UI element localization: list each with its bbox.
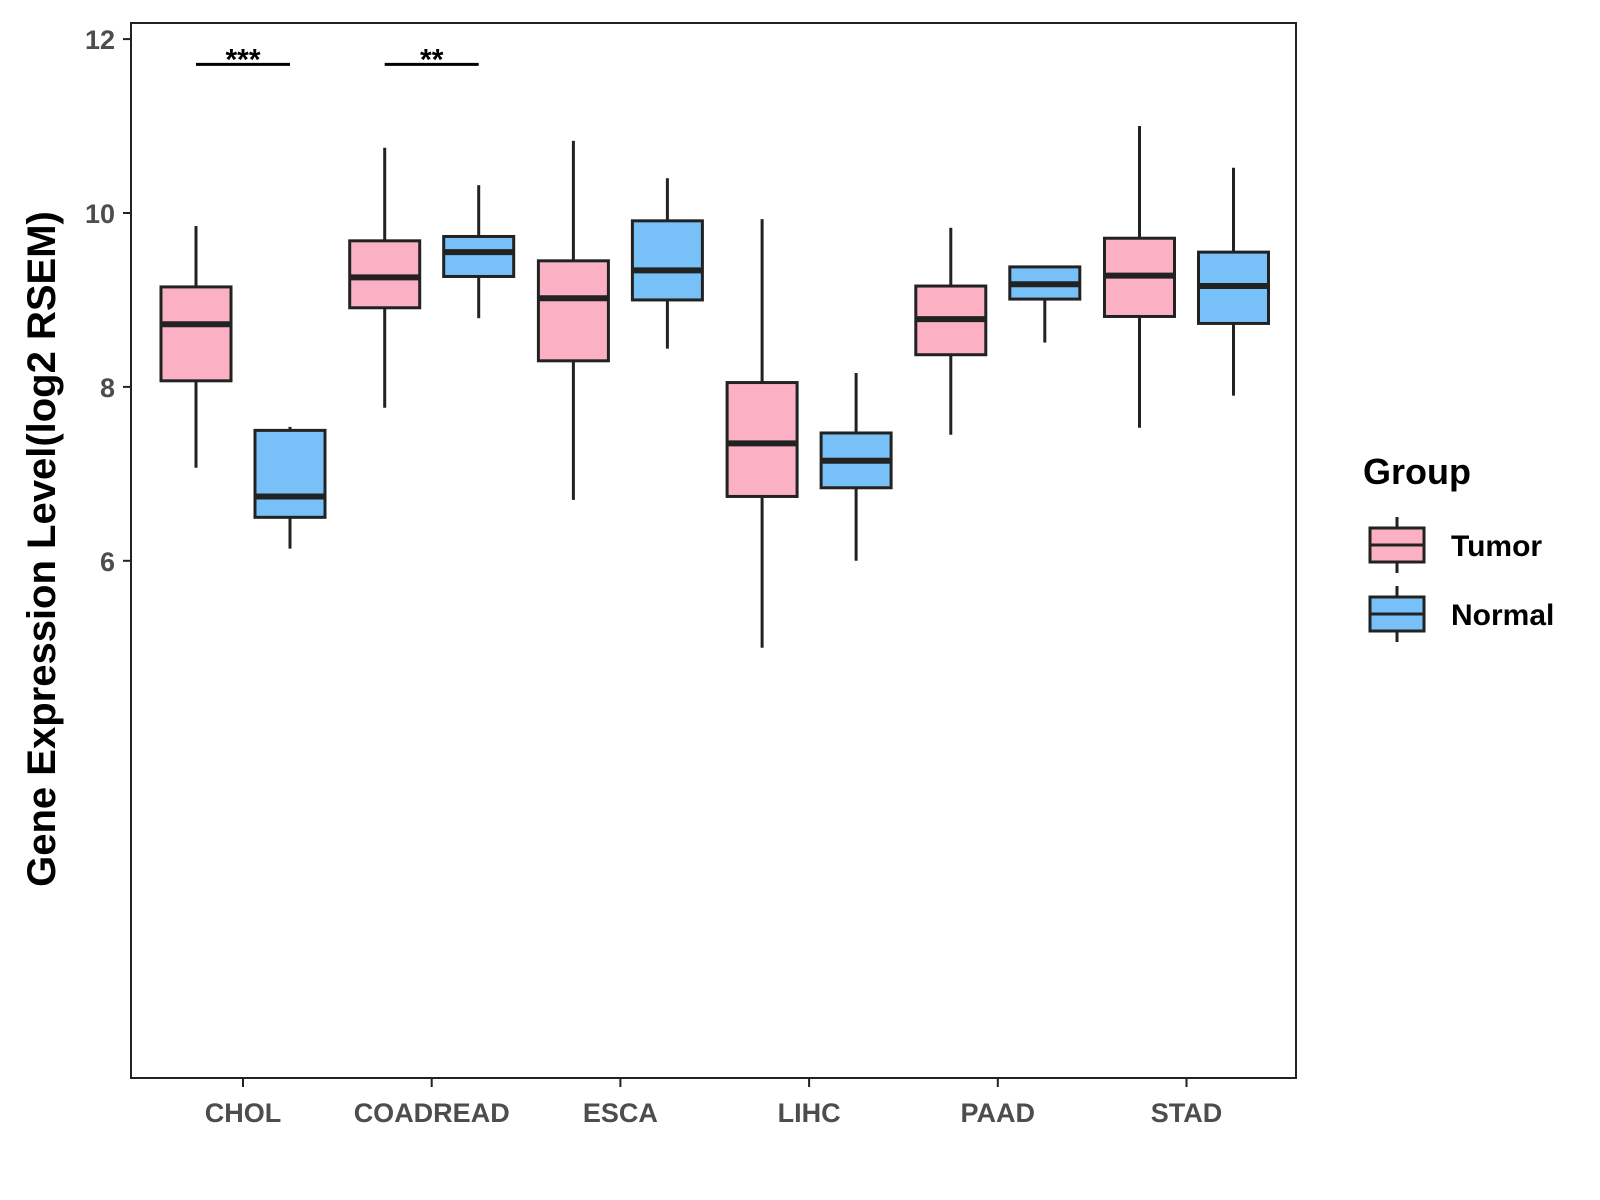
box-coadread-normal xyxy=(442,185,516,319)
box-chol-normal xyxy=(253,426,327,549)
legend-label-tumor: Tumor xyxy=(1451,530,1542,563)
x-tick-label: COADREAD xyxy=(354,1098,510,1128)
significance-label: ** xyxy=(420,43,444,76)
box-body-chol-tumor xyxy=(159,285,233,383)
box-body-chol-normal xyxy=(253,428,327,519)
y-tick-label: 8 xyxy=(100,373,115,403)
box-stad-normal xyxy=(1197,167,1270,396)
box-esca-normal xyxy=(630,178,704,349)
axis-layer: 6 8 10 12 CHOL COADREAD ESCA LIHC PAAD STAD xyxy=(85,25,1222,1128)
box-stad-tumor xyxy=(1103,126,1176,428)
box-lihc-tumor xyxy=(725,219,799,648)
x-tick-label: ESCA xyxy=(583,1098,658,1128)
box-paad-tumor xyxy=(914,227,988,435)
y-tick-label: 12 xyxy=(85,25,115,55)
legend-label-normal: Normal xyxy=(1451,599,1554,632)
legend-title: Group xyxy=(1363,451,1471,492)
y-axis-title: Gene Expression Level(log2 RSEM) xyxy=(20,211,64,887)
box-body-coadread-normal xyxy=(442,234,516,278)
significance-chol: *** xyxy=(196,43,290,76)
significance-label: *** xyxy=(225,43,260,76)
box-body-lihc-tumor xyxy=(725,381,799,498)
box-body-coadread-tumor xyxy=(348,239,422,310)
y-tick-label: 6 xyxy=(100,547,115,577)
box-paad-normal xyxy=(1008,265,1082,343)
box-chol-tumor xyxy=(159,226,233,468)
box-body-esca-tumor xyxy=(536,259,610,363)
legend-key-tumor xyxy=(1368,517,1426,573)
x-tick-label: PAAD xyxy=(961,1098,1036,1128)
plot-layer: *** ** xyxy=(159,43,1270,648)
box-coadread-tumor xyxy=(348,147,422,408)
legend: Group Tumor Normal xyxy=(1363,451,1554,642)
plot-panel-border xyxy=(130,22,1297,1079)
significance-coadread: ** xyxy=(384,43,479,76)
box-body-esca-normal xyxy=(630,219,704,302)
y-tick-label: 10 xyxy=(85,199,115,229)
x-tick-label: STAD xyxy=(1151,1098,1223,1128)
box-lihc-normal xyxy=(819,372,893,561)
x-tick-label: LIHC xyxy=(778,1098,841,1128)
box-esca-tumor xyxy=(536,140,610,500)
legend-key-normal xyxy=(1368,586,1426,642)
x-tick-label: CHOL xyxy=(205,1098,282,1128)
